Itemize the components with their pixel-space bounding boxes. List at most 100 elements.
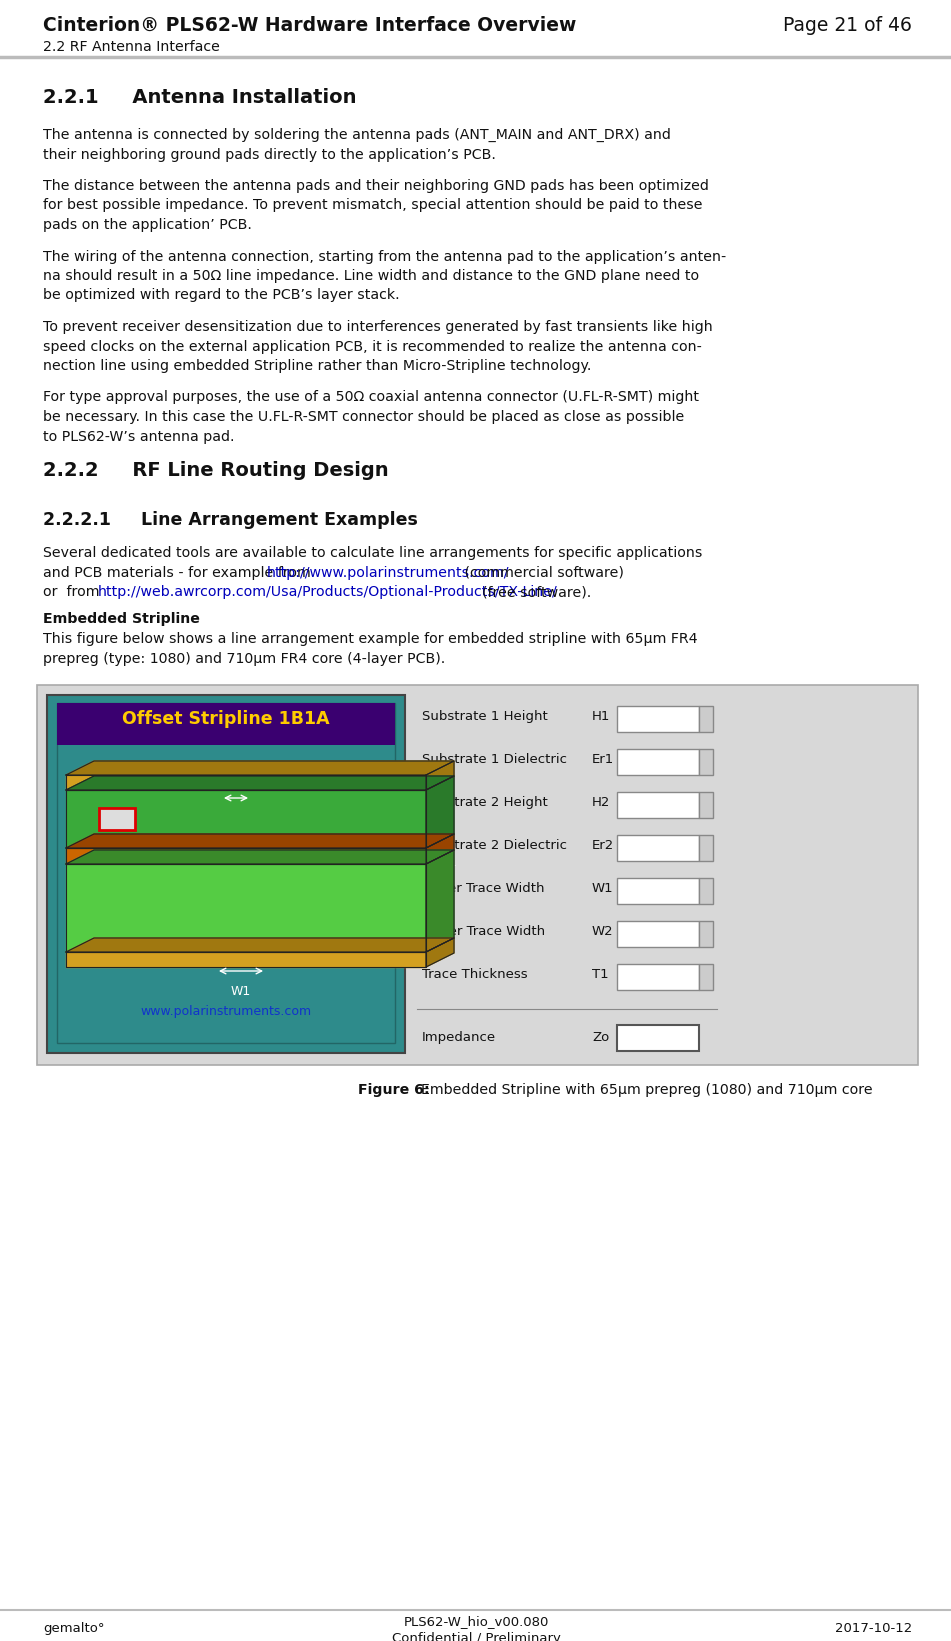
Bar — [617, 878, 699, 904]
Text: W2: W2 — [246, 784, 266, 798]
Bar — [617, 748, 699, 775]
Text: or  from: or from — [43, 584, 104, 599]
Bar — [699, 793, 713, 817]
Text: H2: H2 — [75, 814, 92, 827]
Text: Page 21 of 46: Page 21 of 46 — [783, 16, 912, 34]
Text: be necessary. In this case the U.FL-R-SMT connector should be placed as close as: be necessary. In this case the U.FL-R-SM… — [43, 410, 685, 423]
Text: The wiring of the antenna connection, starting from the antenna pad to the appli: The wiring of the antenna connection, st… — [43, 249, 727, 264]
Text: http://www.polarinstruments.com/: http://www.polarinstruments.com/ — [267, 566, 510, 579]
Text: W1: W1 — [592, 881, 613, 894]
Text: Upper Trace Width: Upper Trace Width — [422, 926, 545, 939]
Text: Zo: Zo — [592, 1031, 610, 1044]
Text: Embedded Stripline: Embedded Stripline — [43, 612, 200, 627]
Text: Trace Thickness: Trace Thickness — [422, 968, 528, 981]
Text: prepreg (type: 1080) and 710μm FR4 core (4-layer PCB).: prepreg (type: 1080) and 710μm FR4 core … — [43, 651, 445, 666]
Text: speed clocks on the external application PCB, it is recommended to realize the a: speed clocks on the external application… — [43, 340, 702, 353]
Bar — [699, 921, 713, 947]
Text: (commercial software): (commercial software) — [460, 566, 624, 579]
Bar — [99, 807, 135, 830]
Text: their neighboring ground pads directly to the application’s PCB.: their neighboring ground pads directly t… — [43, 148, 495, 161]
Text: 4,0000: 4,0000 — [620, 839, 664, 852]
Text: T1: T1 — [441, 857, 456, 870]
Text: 2.2.2.1     Line Arrangement Examples: 2.2.2.1 Line Arrangement Examples — [43, 510, 417, 528]
Text: Offset Stripline 1B1A: Offset Stripline 1B1A — [122, 711, 330, 729]
Text: Er2: Er2 — [102, 811, 123, 824]
Polygon shape — [426, 834, 454, 865]
Text: http://web.awrcorp.com/Usa/Products/Optional-Products/TX-Line/: http://web.awrcorp.com/Usa/Products/Opti… — [97, 584, 557, 599]
Bar — [57, 702, 395, 1044]
Text: W1: W1 — [231, 985, 251, 998]
Bar — [617, 963, 699, 990]
Polygon shape — [426, 761, 454, 789]
Text: Substrate 2 Dielectric: Substrate 2 Dielectric — [422, 839, 567, 852]
Text: nection line using embedded Stripline rather than Micro-Stripline technology.: nection line using embedded Stripline ra… — [43, 359, 592, 373]
Bar — [617, 921, 699, 947]
Text: and PCB materials - for example from: and PCB materials - for example from — [43, 566, 315, 579]
Bar — [699, 878, 713, 904]
Text: Substrate 1 Dielectric: Substrate 1 Dielectric — [422, 753, 567, 766]
Text: 2.2.1     Antenna Installation: 2.2.1 Antenna Installation — [43, 89, 357, 107]
Polygon shape — [66, 865, 426, 952]
Text: for best possible impedance. To prevent mismatch, special attention should be pa: for best possible impedance. To prevent … — [43, 199, 703, 212]
Text: Cinterion® PLS62-W Hardware Interface Overview: Cinterion® PLS62-W Hardware Interface Ov… — [43, 16, 576, 34]
Text: H1: H1 — [592, 711, 611, 724]
Text: 2.2.2     RF Line Routing Design: 2.2.2 RF Line Routing Design — [43, 461, 389, 481]
Bar — [699, 963, 713, 990]
Text: W2: W2 — [592, 926, 613, 939]
Text: Figure 6:: Figure 6: — [358, 1083, 429, 1096]
Bar — [47, 696, 405, 1054]
Polygon shape — [66, 952, 426, 967]
Polygon shape — [66, 848, 426, 865]
Text: Confidential / Preliminary: Confidential / Preliminary — [392, 1633, 560, 1641]
Text: 49,83: 49,83 — [620, 1031, 658, 1044]
Text: Several dedicated tools are available to calculate line arrangements for specifi: Several dedicated tools are available to… — [43, 546, 703, 560]
Text: Embedded Stripline with 65μm prepreg (1080) and 710μm core: Embedded Stripline with 65μm prepreg (10… — [412, 1083, 872, 1096]
Text: 75,0000: 75,0000 — [620, 926, 672, 939]
Text: 25,0000: 25,0000 — [620, 968, 671, 981]
Text: Lower Trace Width: Lower Trace Width — [422, 881, 545, 894]
Bar — [57, 702, 395, 745]
Polygon shape — [426, 850, 454, 952]
Text: (free software).: (free software). — [473, 584, 591, 599]
Polygon shape — [66, 776, 454, 789]
Text: gemalto°: gemalto° — [43, 1621, 105, 1634]
Text: T1: T1 — [592, 968, 609, 981]
Bar — [617, 1026, 699, 1050]
Text: Er1: Er1 — [592, 753, 614, 766]
Text: Impedance: Impedance — [422, 1031, 496, 1044]
Text: be optimized with regard to the PCB’s layer stack.: be optimized with regard to the PCB’s la… — [43, 289, 399, 302]
Text: pads on the application’ PCB.: pads on the application’ PCB. — [43, 218, 252, 231]
Bar — [617, 835, 699, 862]
Text: to PLS62-W’s antenna pad.: to PLS62-W’s antenna pad. — [43, 430, 235, 443]
Polygon shape — [66, 850, 454, 865]
Polygon shape — [66, 834, 454, 848]
Polygon shape — [66, 761, 454, 775]
Text: 710,0000: 710,0000 — [620, 711, 680, 724]
Polygon shape — [426, 776, 454, 848]
Text: H2: H2 — [592, 796, 611, 809]
Text: This figure below shows a line arrangement example for embedded stripline with 6: This figure below shows a line arrangeme… — [43, 632, 698, 647]
Text: Substrate 1 Height: Substrate 1 Height — [422, 711, 548, 724]
Text: Substrate 2 Height: Substrate 2 Height — [422, 796, 548, 809]
Bar — [699, 835, 713, 862]
Text: 75,0000: 75,0000 — [620, 881, 672, 894]
Polygon shape — [66, 939, 454, 952]
Text: na should result in a 50Ω line impedance. Line width and distance to the GND pla: na should result in a 50Ω line impedance… — [43, 269, 699, 282]
Text: 90,0000: 90,0000 — [620, 796, 671, 809]
Text: 2.2 RF Antenna Interface: 2.2 RF Antenna Interface — [43, 39, 220, 54]
Text: PLS62-W_hio_v00.080: PLS62-W_hio_v00.080 — [403, 1615, 549, 1628]
Text: The antenna is connected by soldering the antenna pads (ANT_MAIN and ANT_DRX) an: The antenna is connected by soldering th… — [43, 128, 670, 143]
Text: 2017-10-12: 2017-10-12 — [835, 1621, 912, 1634]
Bar — [699, 748, 713, 775]
Bar — [617, 706, 699, 732]
Text: To prevent receiver desensitization due to interferences generated by fast trans: To prevent receiver desensitization due … — [43, 320, 712, 335]
Bar — [699, 706, 713, 732]
Text: 4,4000: 4,4000 — [620, 753, 664, 766]
Text: Er2: Er2 — [592, 839, 614, 852]
Text: Er1: Er1 — [99, 903, 120, 916]
Text: www.polarinstruments.com: www.polarinstruments.com — [141, 1004, 312, 1017]
Polygon shape — [66, 789, 426, 848]
Bar — [617, 793, 699, 817]
Bar — [37, 684, 918, 1065]
Polygon shape — [66, 775, 426, 789]
